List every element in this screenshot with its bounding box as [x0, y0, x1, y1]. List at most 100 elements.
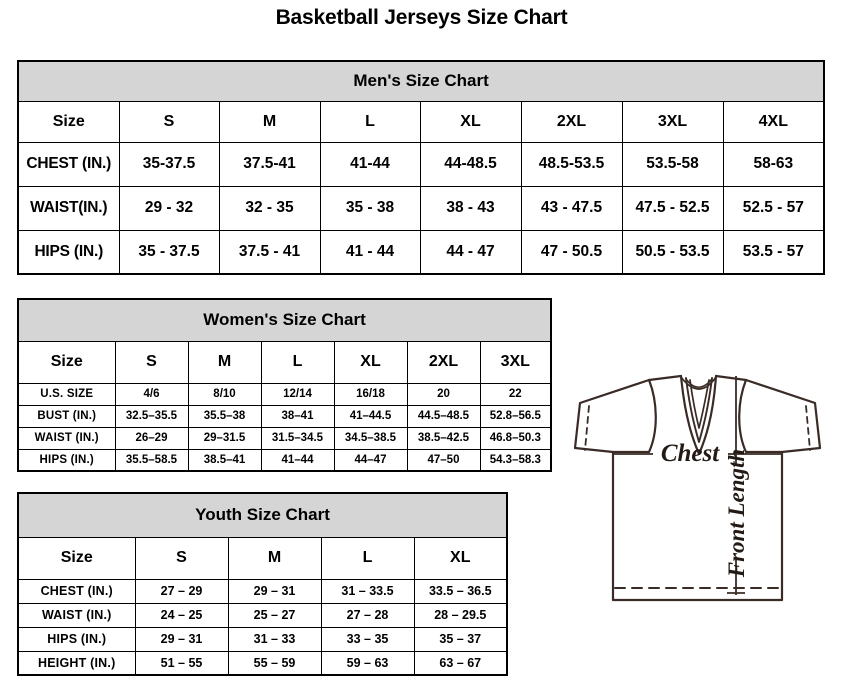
youth-col-header-m: M: [227, 536, 322, 580]
womens-cell-us-size-s: 4/6: [114, 382, 189, 406]
collar-band-outer-icon: [680, 376, 717, 390]
womens-row-hips: HIPS (IN.) 35.5–58.5 38.5–41 41–44 44–47…: [17, 448, 552, 472]
youth-col-header-xl: XL: [413, 536, 508, 580]
womens-cell-hips-3xl: 54.3–58.3: [479, 448, 552, 472]
womens-cell-waist-3xl: 46.8–50.3: [479, 426, 552, 450]
womens-chart-header-row: Size S M L XL 2XL 3XL: [17, 340, 552, 384]
mens-col-header-size: Size: [17, 100, 120, 143]
youth-chart-header-row: Size S M L XL: [17, 536, 508, 580]
youth-chart-title: Youth Size Chart: [17, 492, 508, 538]
youth-cell-hips-m: 31 – 33: [227, 626, 322, 652]
womens-row-us-size: U.S. SIZE 4/6 8/10 12/14 16/18 20 22: [17, 382, 552, 406]
youth-cell-chest-s: 27 – 29: [134, 578, 229, 604]
mens-cell-waist-s: 29 - 32: [118, 185, 220, 231]
youth-cell-hips-xl: 35 – 37: [413, 626, 508, 652]
womens-cell-us-size-l: 12/14: [260, 382, 335, 406]
womens-cell-us-size-xl: 16/18: [333, 382, 408, 406]
youth-size-chart-table: Youth Size Chart Size S M L XL CHEST (IN…: [17, 492, 509, 676]
womens-cell-waist-l: 31.5–34.5: [260, 426, 335, 450]
youth-row-chest: CHEST (IN.) 27 – 29 29 – 31 31 – 33.5 33…: [17, 578, 508, 604]
jersey-diagram-svg: Chest Front Length: [573, 374, 822, 602]
womens-cell-hips-2xl: 47–50: [406, 448, 481, 472]
womens-cell-bust-xl: 41–44.5: [333, 404, 408, 428]
mens-cell-hips-l: 41 - 44: [319, 229, 421, 275]
womens-col-header-l: L: [260, 340, 335, 384]
womens-row-waist: WAIST (IN.) 26–29 29–31.5 31.5–34.5 34.5…: [17, 426, 552, 450]
mens-cell-chest-3xl: 53.5-58: [621, 141, 724, 187]
vneck-inner-icon: [689, 379, 710, 429]
mens-cell-chest-l: 41-44: [319, 141, 421, 187]
womens-row-label-waist: WAIST (IN.): [17, 426, 116, 450]
womens-cell-us-size-m: 8/10: [187, 382, 262, 406]
chest-label: Chest: [661, 440, 720, 467]
youth-chart-title-row: Youth Size Chart: [17, 492, 508, 538]
womens-cell-bust-m: 35.5–38: [187, 404, 262, 428]
womens-cell-waist-xl: 34.5–38.5: [333, 426, 408, 450]
womens-cell-us-size-2xl: 20: [406, 382, 481, 406]
mens-row-hips: HIPS (IN.) 35 - 37.5 37.5 - 41 41 - 44 4…: [17, 229, 825, 275]
mens-cell-waist-3xl: 47.5 - 52.5: [621, 185, 724, 231]
left-sleeve-icon: [573, 378, 651, 454]
womens-row-bust: BUST (IN.) 32.5–35.5 35.5–38 38–41 41–44…: [17, 404, 552, 428]
mens-chart-title: Men's Size Chart: [17, 60, 825, 102]
mens-cell-waist-l: 35 - 38: [319, 185, 421, 231]
mens-cell-hips-3xl: 50.5 - 53.5: [621, 229, 724, 275]
youth-cell-chest-xl: 33.5 – 36.5: [413, 578, 508, 604]
youth-row-label-hips: HIPS (IN.): [17, 626, 136, 652]
right-cuff-seam-icon: [805, 405, 811, 451]
mens-cell-waist-4xl: 52.5 - 57: [722, 185, 825, 231]
womens-cell-hips-s: 35.5–58.5: [114, 448, 189, 472]
mens-cell-hips-2xl: 47 - 50.5: [520, 229, 623, 275]
youth-row-label-height: HEIGHT (IN.): [17, 650, 136, 676]
youth-row-label-chest: CHEST (IN.): [17, 578, 136, 604]
mens-col-header-s: S: [118, 100, 220, 143]
womens-cell-waist-2xl: 38.5–42.5: [406, 426, 481, 450]
womens-col-header-size: Size: [17, 340, 116, 384]
mens-cell-hips-s: 35 - 37.5: [118, 229, 220, 275]
mens-row-chest: CHEST (IN.) 35-37.5 37.5-41 41-44 44-48.…: [17, 141, 825, 187]
mens-col-header-3xl: 3XL: [621, 100, 724, 143]
mens-row-waist: WAIST(IN.) 29 - 32 32 - 35 35 - 38 38 - …: [17, 185, 825, 231]
mens-cell-chest-s: 35-37.5: [118, 141, 220, 187]
youth-row-hips: HIPS (IN.) 29 – 31 31 – 33 33 – 35 35 – …: [17, 626, 508, 652]
mens-cell-waist-xl: 38 - 43: [419, 185, 522, 231]
mens-cell-hips-xl: 44 - 47: [419, 229, 522, 275]
mens-cell-chest-2xl: 48.5-53.5: [520, 141, 623, 187]
mens-cell-waist-m: 32 - 35: [218, 185, 321, 231]
womens-cell-bust-l: 38–41: [260, 404, 335, 428]
jersey-measurement-diagram: Chest Front Length: [553, 348, 843, 648]
mens-cell-chest-xl: 44-48.5: [419, 141, 522, 187]
womens-cell-bust-3xl: 52.8–56.5: [479, 404, 552, 428]
youth-row-height: HEIGHT (IN.) 51 – 55 55 – 59 59 – 63 63 …: [17, 650, 508, 676]
jersey-outline-group: [573, 374, 822, 602]
front-length-label: Front Length: [724, 449, 749, 578]
youth-col-header-size: Size: [17, 536, 136, 580]
page-title: Basketball Jerseys Size Chart: [275, 6, 568, 29]
womens-row-label-bust: BUST (IN.): [17, 404, 116, 428]
womens-cell-waist-s: 26–29: [114, 426, 189, 450]
womens-cell-bust-s: 32.5–35.5: [114, 404, 189, 428]
vneck-middle-icon: [685, 377, 713, 443]
front-length-measure-guides: [727, 376, 745, 595]
womens-cell-waist-m: 29–31.5: [187, 426, 262, 450]
mens-row-label-hips: HIPS (IN.): [17, 229, 120, 275]
mens-col-header-4xl: 4XL: [722, 100, 825, 143]
youth-cell-hips-s: 29 – 31: [134, 626, 229, 652]
womens-row-label-hips: HIPS (IN.): [17, 448, 116, 472]
youth-cell-chest-l: 31 – 33.5: [320, 578, 415, 604]
vneck-outer-icon: [679, 374, 718, 456]
youth-cell-waist-xl: 28 – 29.5: [413, 602, 508, 628]
womens-cell-hips-m: 38.5–41: [187, 448, 262, 472]
youth-cell-height-s: 51 – 55: [134, 650, 229, 676]
womens-cell-hips-xl: 44–47: [333, 448, 408, 472]
womens-col-header-xl: XL: [333, 340, 408, 384]
youth-cell-waist-l: 27 – 28: [320, 602, 415, 628]
mens-row-label-chest: CHEST (IN.): [17, 141, 120, 187]
mens-size-chart-table: Men's Size Chart Size S M L XL 2XL 3XL 4…: [17, 60, 826, 275]
womens-col-header-s: S: [114, 340, 189, 384]
mens-chart-title-row: Men's Size Chart: [17, 60, 825, 102]
collar-band-inner-icon: [685, 378, 713, 389]
womens-cell-us-size-3xl: 22: [479, 382, 552, 406]
womens-cell-bust-2xl: 44.5–48.5: [406, 404, 481, 428]
youth-row-label-waist: WAIST (IN.): [17, 602, 136, 628]
